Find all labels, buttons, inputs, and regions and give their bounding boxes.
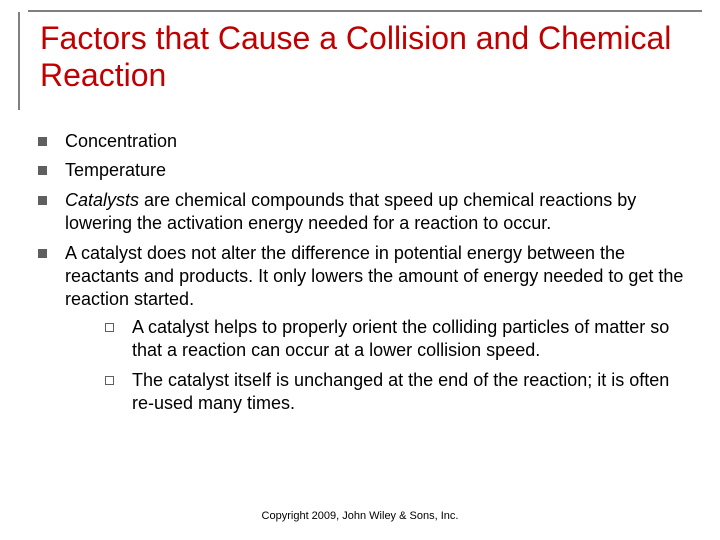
sub-list-item-text: The catalyst itself is unchanged at the … (132, 369, 690, 416)
sub-list-item-text: A catalyst helps to properly orient the … (132, 316, 690, 363)
list-item-text: Catalysts are chemical compounds that sp… (65, 189, 690, 236)
list-item-main-text: A catalyst does not alter the difference… (65, 243, 683, 310)
list-item: Temperature (38, 159, 690, 182)
list-item: Concentration (38, 130, 690, 153)
square-bullet-icon (38, 196, 47, 205)
open-square-bullet-icon (105, 376, 114, 385)
sub-list-item: A catalyst helps to properly orient the … (105, 316, 690, 363)
sub-list-item: The catalyst itself is unchanged at the … (105, 369, 690, 416)
list-item-text: Temperature (65, 159, 690, 182)
square-bullet-icon (38, 137, 47, 146)
list-item: Catalysts are chemical compounds that sp… (38, 189, 690, 236)
open-square-bullet-icon (105, 323, 114, 332)
content-area: Concentration Temperature Catalysts are … (38, 130, 690, 427)
sub-list: A catalyst helps to properly orient the … (65, 316, 690, 416)
list-item-text: Concentration (65, 130, 690, 153)
square-bullet-icon (38, 249, 47, 258)
square-bullet-icon (38, 166, 47, 175)
slide-title: Factors that Cause a Collision and Chemi… (20, 12, 702, 94)
title-frame: Factors that Cause a Collision and Chemi… (18, 10, 702, 110)
list-item-text: A catalyst does not alter the difference… (65, 242, 690, 422)
list-item: A catalyst does not alter the difference… (38, 242, 690, 422)
copyright-text: Copyright 2009, John Wiley & Sons, Inc. (0, 510, 720, 522)
